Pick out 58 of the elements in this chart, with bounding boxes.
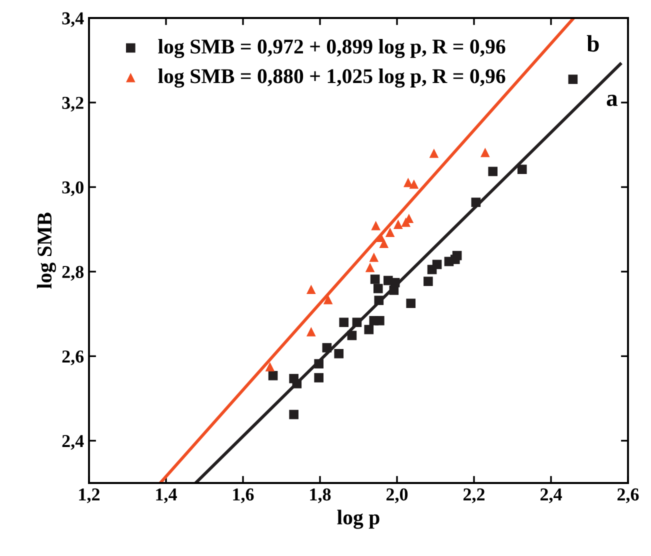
point — [268, 370, 278, 380]
point — [393, 220, 403, 229]
point — [379, 238, 389, 248]
point — [370, 274, 380, 284]
point — [385, 228, 395, 237]
point — [409, 179, 419, 189]
point — [375, 316, 384, 326]
x-tick-label: 2,6 — [617, 488, 639, 504]
point — [374, 296, 384, 306]
y-axis-title: log SMB — [36, 212, 56, 289]
x-tick-label: 1,4 — [156, 488, 177, 504]
point — [314, 359, 324, 368]
point — [389, 286, 399, 295]
x-tick-label: 2,0 — [386, 488, 408, 504]
x-tick-label: 1,8 — [310, 488, 331, 504]
point — [369, 252, 379, 262]
point — [306, 284, 316, 294]
point — [424, 276, 433, 286]
y-tick-label: 3,4 — [62, 12, 84, 28]
point — [364, 324, 374, 334]
point — [334, 348, 344, 358]
y-tick-label: 3,0 — [62, 181, 84, 196]
annotation: a — [606, 94, 618, 106]
point — [292, 379, 302, 388]
point — [373, 284, 383, 294]
point — [371, 220, 380, 230]
point — [339, 318, 349, 328]
point — [322, 343, 332, 352]
y-tick-label: 2,8 — [62, 266, 84, 281]
x-tick-label: 2,2 — [463, 488, 485, 504]
point — [314, 373, 324, 382]
point — [488, 166, 498, 176]
legend-label: log SMB = 0,880 + 1,025 log p, R = 0,96 — [158, 68, 506, 88]
point — [517, 164, 527, 174]
point — [452, 250, 462, 260]
point — [352, 318, 362, 328]
x-tick-label: 1,6 — [233, 488, 254, 504]
point — [406, 298, 416, 308]
point — [289, 410, 298, 420]
x-tick-label: 2,4 — [540, 488, 562, 504]
x-tick-label: 1,2 — [79, 488, 100, 504]
y-tick-label: 2,4 — [62, 435, 84, 450]
x-axis-title: log p — [337, 510, 380, 529]
point — [265, 362, 275, 372]
point — [471, 198, 481, 207]
y-tick-label: 3,2 — [62, 96, 84, 112]
legend-label: log SMB = 0,972 + 0,899 log p, R = 0,96 — [158, 38, 506, 58]
point — [480, 148, 490, 158]
point — [429, 148, 439, 158]
point — [306, 327, 316, 336]
y-tick-label: 2,6 — [62, 350, 84, 366]
point — [347, 330, 357, 340]
point — [568, 74, 578, 84]
point — [404, 178, 413, 188]
annotation: b — [586, 35, 599, 52]
point — [323, 294, 333, 304]
point — [432, 260, 442, 270]
point — [365, 262, 375, 272]
